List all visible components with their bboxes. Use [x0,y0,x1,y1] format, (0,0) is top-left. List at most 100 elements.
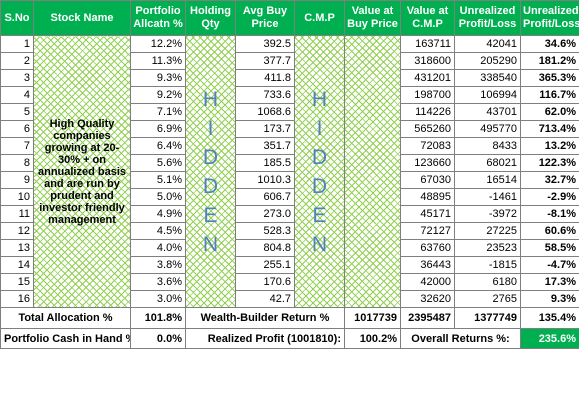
row-unrealized-pl-pct: -2.9% [520,188,579,206]
row-avg-buy-price: 185.5 [235,154,295,172]
row-value-cmp: 198700 [400,86,455,104]
row-sno: 15 [0,273,34,291]
row-value-cmp: 42000 [400,273,455,291]
table-row: 14 3.8% 255.1 36443 -1815 -4.7% [0,256,579,274]
row-unrealized-pl: 106994 [454,86,521,104]
row-sno: 11 [0,205,34,223]
header-row: S.No Stock Name Portfolio Allcatn % Hold… [0,0,579,36]
cash-in-hand-label: Portfolio Cash in Hand %: [0,328,131,349]
row-sno: 2 [0,52,34,70]
header-cmp: C.M.P [294,0,345,36]
table-row: 10 5.0% 606.7 48895 -1461 -2.9% [0,188,579,206]
total-allocation-value: 101.8% [130,307,186,329]
row-portfolio-allocation: 11.3% [130,52,186,70]
row-unrealized-pl: 42041 [454,35,521,53]
row-sno: 10 [0,188,34,206]
cash-in-hand-value: 0.0% [130,328,186,349]
row-value-cmp: 318600 [400,52,455,70]
table-row: 16 3.0% 42.7 32620 2765 9.3% [0,290,579,308]
hidden-letter: D [202,174,219,198]
row-portfolio-allocation: 4.9% [130,205,186,223]
overall-returns-value: 235.6% [520,328,579,349]
row-unrealized-pl-pct: 181.2% [520,52,579,70]
hidden-letter: N [311,232,328,256]
total-unrealized-pl-pct: 135.4% [520,307,579,329]
header-sno: S.No [0,0,34,36]
row-sno: 8 [0,154,34,172]
row-avg-buy-price: 255.1 [235,256,295,274]
row-portfolio-allocation: 4.5% [130,222,186,240]
row-unrealized-pl: 338540 [454,69,521,87]
hidden-letter: N [202,232,219,256]
header-stock-name: Stock Name [33,0,131,36]
row-unrealized-pl-pct: 17.3% [520,273,579,291]
row-unrealized-pl-pct: 34.6% [520,35,579,53]
hidden-letter: D [311,145,328,169]
table-row: 8 5.6% 185.5 123660 68021 122.3% [0,154,579,172]
row-avg-buy-price: 273.0 [235,205,295,223]
row-value-cmp: 72083 [400,137,455,155]
row-unrealized-pl-pct: 62.0% [520,103,579,121]
header-unrealized-pl: Unrealized Profit/Loss [454,0,521,36]
hidden-letter: D [311,174,328,198]
row-value-cmp: 45171 [400,205,455,223]
row-value-cmp: 565260 [400,120,455,138]
row-unrealized-pl-pct: 365.3% [520,69,579,87]
row-unrealized-pl: 495770 [454,120,521,138]
row-unrealized-pl: 16514 [454,171,521,189]
row-sno: 14 [0,256,34,274]
row-sno: 4 [0,86,34,104]
portfolio-table: S.No Stock Name Portfolio Allcatn % Hold… [0,0,579,349]
row-portfolio-allocation: 6.9% [130,120,186,138]
table-row: 4 9.2% 733.6 198700 106994 116.7% [0,86,579,104]
row-unrealized-pl-pct: 32.7% [520,171,579,189]
row-unrealized-pl-pct: 122.3% [520,154,579,172]
row-avg-buy-price: 351.7 [235,137,295,155]
row-unrealized-pl: 6180 [454,273,521,291]
header-unrealized-pl-pct: Unrealized Profit/Loss [520,0,579,36]
hidden-letter: D [202,145,219,169]
row-value-cmp: 114226 [400,103,455,121]
row-unrealized-pl: -3972 [454,205,521,223]
row-unrealized-pl: 2765 [454,290,521,308]
header-value-cmp: Value at C.M.P [400,0,455,36]
row-value-cmp: 67030 [400,171,455,189]
total-value-cmp: 2395487 [400,307,455,329]
hidden-letter: H [311,87,328,111]
row-portfolio-allocation: 5.6% [130,154,186,172]
row-avg-buy-price: 606.7 [235,188,295,206]
row-unrealized-pl-pct: 13.2% [520,137,579,155]
row-unrealized-pl-pct: 60.6% [520,222,579,240]
row-value-cmp: 123660 [400,154,455,172]
row-portfolio-allocation: 12.2% [130,35,186,53]
table-row: 11 4.9% 273.0 45171 -3972 -8.1% [0,205,579,223]
row-unrealized-pl: 23523 [454,239,521,257]
overall-returns-label: Overall Returns %: [400,328,521,349]
row-unrealized-pl-pct: 116.7% [520,86,579,104]
row-portfolio-allocation: 9.3% [130,69,186,87]
row-sno: 9 [0,171,34,189]
row-value-cmp: 163711 [400,35,455,53]
header-avg-buy-price: Avg Buy Price [235,0,295,36]
row-unrealized-pl: 27225 [454,222,521,240]
row-portfolio-allocation: 9.2% [130,86,186,104]
row-unrealized-pl-pct: 713.4% [520,120,579,138]
hidden-letter: I [316,116,323,140]
row-sno: 1 [0,35,34,53]
row-avg-buy-price: 170.6 [235,273,295,291]
row-value-cmp: 36443 [400,256,455,274]
table-row: 6 6.9% 173.7 565260 495770 713.4% [0,120,579,138]
row-sno: 3 [0,69,34,87]
row-portfolio-allocation: 5.1% [130,171,186,189]
row-sno: 5 [0,103,34,121]
row-sno: 13 [0,239,34,257]
stock-name-description: High Quality companies growing at 20-30%… [33,35,131,308]
row-value-cmp: 48895 [400,188,455,206]
row-portfolio-allocation: 3.8% [130,256,186,274]
header-holding-qty: Holding Qty [185,0,236,36]
row-unrealized-pl: 43701 [454,103,521,121]
total-allocation-label: Total Allocation % [0,307,131,329]
row-portfolio-allocation: 7.1% [130,103,186,121]
wealth-builder-label: Wealth-Builder Return % [185,307,345,329]
